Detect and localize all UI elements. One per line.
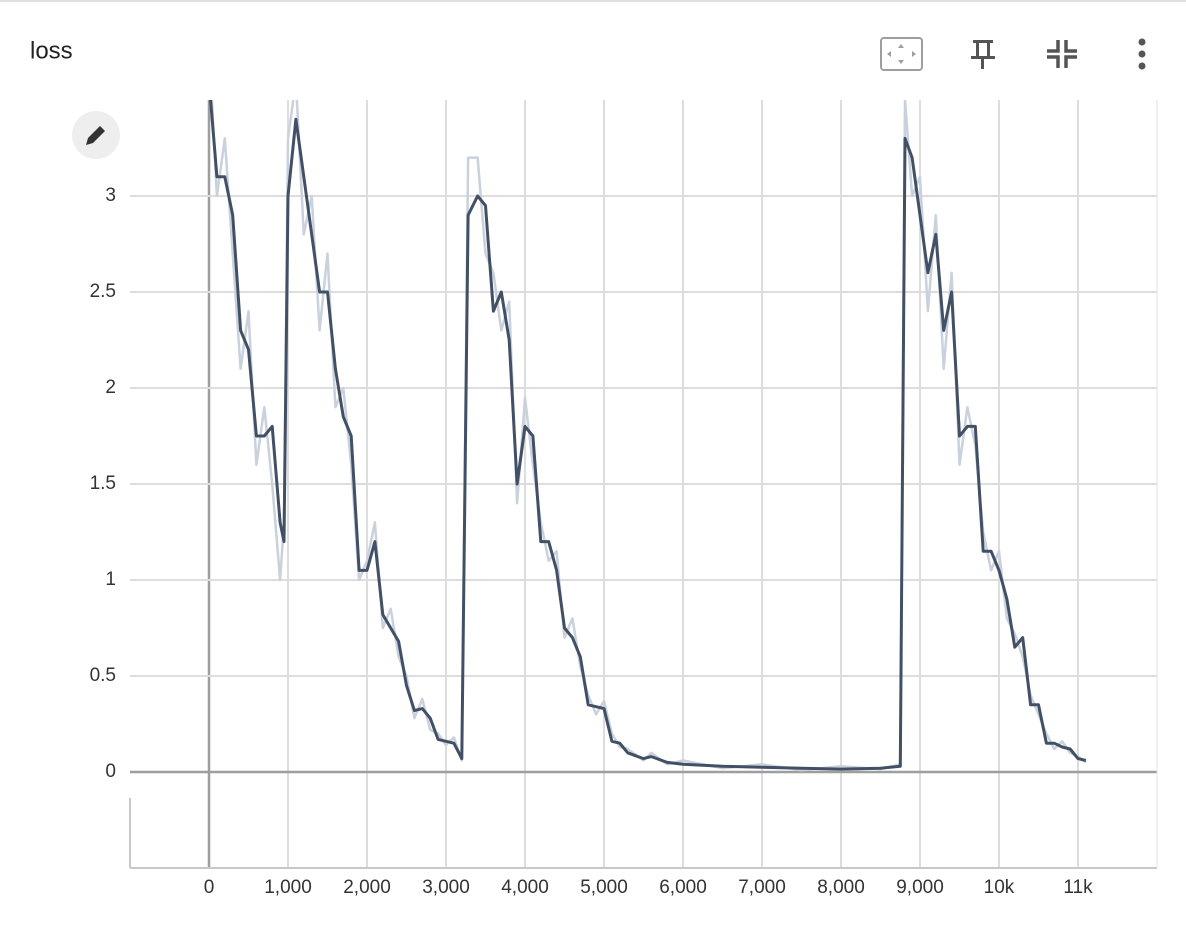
x-tick-label: 4,000 — [501, 877, 549, 898]
x-tick-label: 10k — [984, 877, 1015, 898]
x-tick-label: 9,000 — [896, 877, 944, 898]
series-line — [210, 100, 1087, 772]
tick-labels: 0 1,000 2,000 3,000 4,000 5,000 6,000 7,000 8,00… — [90, 185, 1094, 898]
pin-button[interactable] — [971, 40, 995, 69]
x-tick-label: 7,000 — [738, 877, 786, 898]
fit-button[interactable] — [880, 37, 923, 71]
x-tick-label: 11k — [1063, 877, 1093, 898]
x-tick-label: 6,000 — [659, 877, 707, 898]
more-button[interactable] — [1138, 38, 1146, 70]
x-tick-label: 1,000 — [264, 877, 312, 898]
x-tick-label: 0 — [204, 877, 215, 898]
edit-button[interactable] — [72, 111, 120, 159]
series-line — [209, 100, 1087, 771]
chart-title: loss — [30, 37, 73, 64]
x-tick-label: 3,000 — [422, 877, 470, 898]
x-tick-label: 8,000 — [817, 877, 865, 898]
y-tick-label: 1 — [105, 569, 116, 590]
plot-area — [209, 100, 1087, 772]
grid — [129, 100, 1158, 869]
collapse-button[interactable] — [1047, 40, 1077, 68]
y-tick-label: 1.5 — [90, 473, 116, 494]
y-tick-label: 2.5 — [90, 281, 116, 302]
y-tick-label: 0.5 — [90, 665, 116, 686]
x-tick-label: 2,000 — [343, 877, 391, 898]
y-tick-label: 2 — [105, 377, 116, 398]
y-tick-label: 0 — [105, 761, 116, 782]
y-tick-label: 3 — [105, 185, 116, 206]
x-tick-label: 5,000 — [580, 877, 628, 898]
